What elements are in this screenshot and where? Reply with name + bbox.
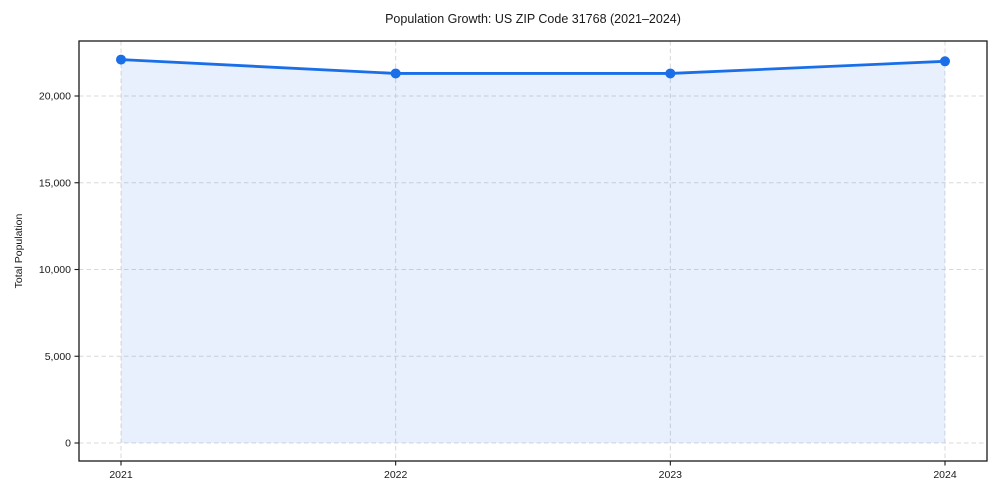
series-line bbox=[119, 58, 947, 75]
chart-title: Population Growth: US ZIP Code 31768 (20… bbox=[385, 12, 681, 26]
x-tick-label: 2022 bbox=[384, 469, 408, 481]
x-tick-label: 2021 bbox=[109, 469, 133, 481]
y-tick-label: 15,000 bbox=[39, 177, 71, 189]
y-tick-label: 20,000 bbox=[39, 91, 71, 103]
x-tick-label: 2023 bbox=[659, 469, 683, 481]
axes-frame bbox=[78, 40, 988, 462]
y-tick-label: 10,000 bbox=[39, 264, 71, 276]
data-point-marker bbox=[940, 56, 950, 67]
data-point-marker bbox=[390, 68, 401, 79]
y-tick-label: 0 bbox=[65, 438, 71, 450]
data-point-marker bbox=[665, 68, 676, 79]
y-tick-label: 5,000 bbox=[45, 351, 71, 363]
x-tick-label: 2024 bbox=[933, 469, 957, 481]
data-point-marker bbox=[116, 54, 126, 65]
area-fill bbox=[121, 59, 945, 443]
